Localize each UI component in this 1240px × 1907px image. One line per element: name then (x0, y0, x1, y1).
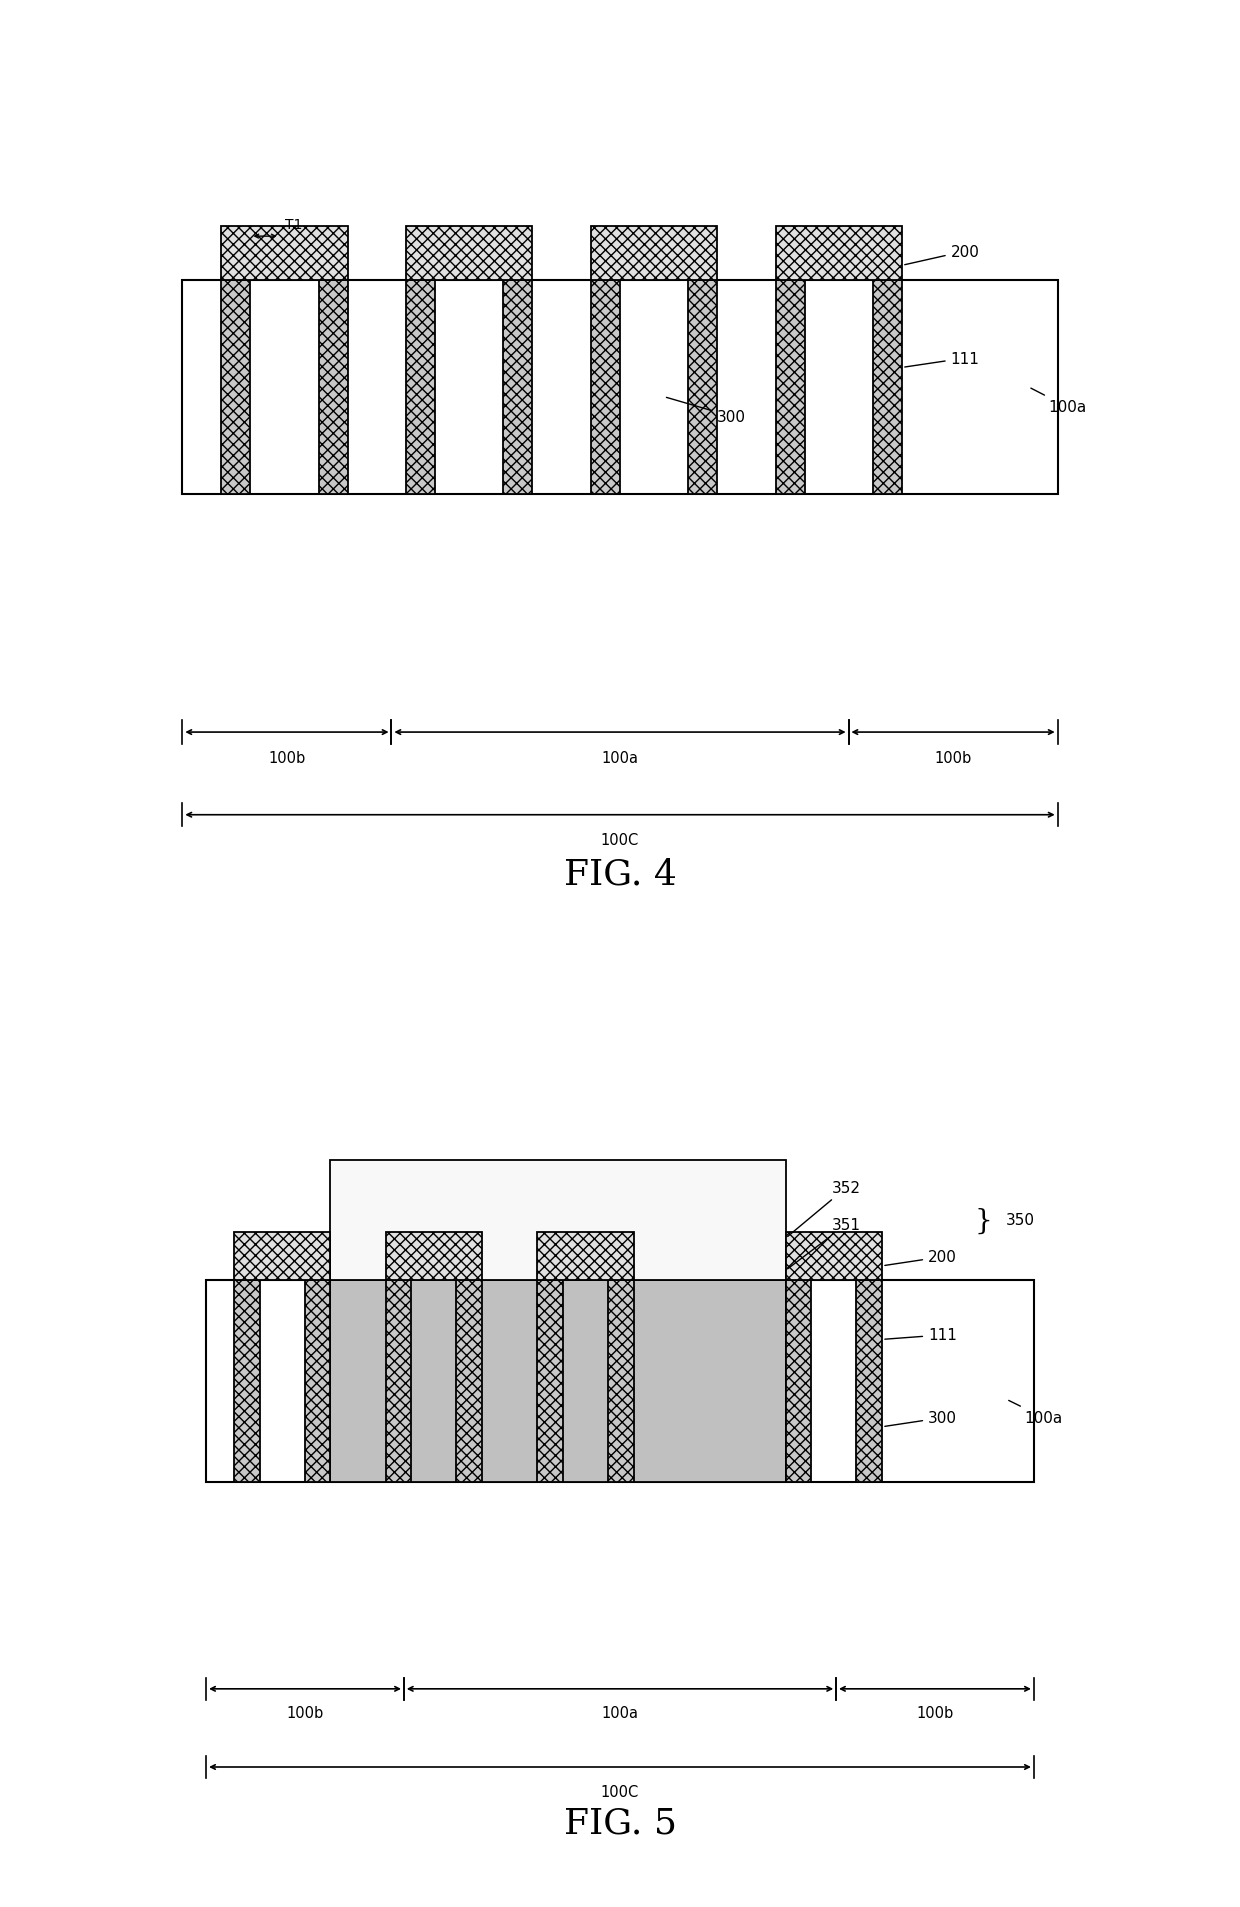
Text: 100a: 100a (601, 749, 639, 765)
Bar (405, 280, 435, 494)
Bar (330, 1161, 785, 1280)
Bar (537, 1280, 563, 1482)
Text: 100a: 100a (1008, 1400, 1063, 1425)
Bar (503, 280, 532, 494)
Text: 111: 111 (885, 1327, 957, 1343)
Bar (234, 1232, 330, 1280)
Bar (330, 1280, 785, 1482)
Text: 352: 352 (787, 1180, 861, 1238)
Bar (386, 1232, 482, 1280)
Text: 100b: 100b (286, 1705, 324, 1720)
Text: 351: 351 (787, 1217, 861, 1268)
Text: T1: T1 (284, 217, 301, 233)
Text: }: } (975, 1207, 992, 1234)
Bar (785, 1280, 811, 1482)
Text: 300: 300 (666, 399, 746, 425)
Bar (456, 1280, 482, 1482)
Bar (305, 1280, 330, 1482)
Bar (234, 1280, 259, 1482)
Bar (873, 280, 901, 494)
Bar (405, 227, 532, 280)
Bar (590, 280, 620, 494)
Bar (386, 1280, 412, 1482)
Bar (182, 280, 1058, 494)
Text: 100b: 100b (268, 749, 305, 765)
Text: 100C: 100C (601, 1783, 639, 1798)
Text: 111: 111 (905, 351, 980, 368)
Bar (537, 1232, 634, 1280)
Bar (221, 227, 347, 280)
Text: 300: 300 (885, 1411, 957, 1426)
Text: 100a: 100a (1030, 389, 1086, 416)
Bar (590, 227, 717, 280)
Text: 100b: 100b (916, 1705, 954, 1720)
Bar (688, 280, 717, 494)
Text: FIG. 5: FIG. 5 (563, 1806, 677, 1838)
Text: 100C: 100C (601, 833, 639, 849)
Text: 350: 350 (1006, 1213, 1035, 1228)
Bar (608, 1280, 634, 1482)
Bar (206, 1280, 1034, 1482)
Text: 100b: 100b (935, 749, 972, 765)
Bar (221, 280, 250, 494)
Text: 100a: 100a (601, 1705, 639, 1720)
Bar (857, 1280, 882, 1482)
Bar (785, 1232, 882, 1280)
Bar (775, 227, 901, 280)
Text: 200: 200 (885, 1249, 957, 1266)
Text: 200: 200 (905, 244, 980, 265)
Text: FIG. 4: FIG. 4 (563, 856, 677, 891)
Bar (775, 280, 805, 494)
Bar (319, 280, 347, 494)
